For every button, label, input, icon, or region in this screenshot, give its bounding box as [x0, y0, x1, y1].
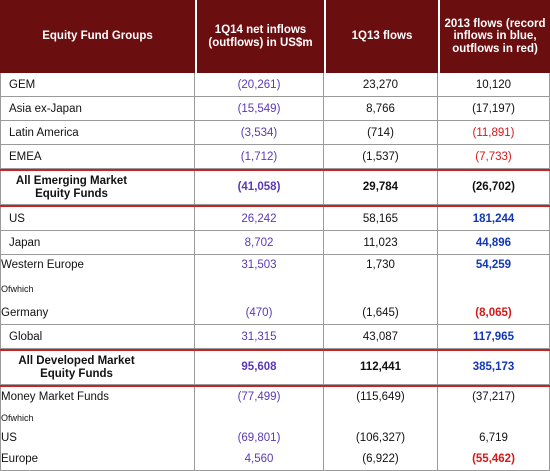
value-1q13: (1,537) [324, 145, 438, 169]
label-money-market-funds: Money Market Funds [1, 391, 110, 403]
value-germany: (1,645) [362, 307, 399, 319]
value-2013: (17,197) [438, 97, 550, 121]
row-label: Latin America [0, 121, 195, 145]
table-row-all-emerging-market: All Emerging Market Equity Funds (41,058… [0, 171, 550, 205]
table-row-us: US 26,242 58,165 181,244 [0, 207, 550, 231]
value-2013: (26,702) [438, 171, 550, 205]
row-label: All Emerging Market Equity Funds [0, 171, 195, 205]
label-us: US [1, 432, 17, 445]
header-1q13-flows: 1Q13 flows [324, 0, 438, 73]
value-1q14: 31,315 [195, 325, 324, 349]
value-2013: 44,896 [438, 231, 550, 255]
value-1q13: 29,784 [324, 171, 438, 205]
row-label: Japan [0, 231, 195, 255]
section-separator [0, 205, 550, 207]
values-1q14: (77,499) (69,801) 4,560 [195, 387, 324, 471]
values-1q13: 1,730 (1,645) [324, 255, 438, 325]
header-2013-flows: 2013 flows (record inflows in blue, outf… [438, 0, 550, 73]
table-row-gem: GEM (20,261) 23,270 10,120 [0, 73, 550, 97]
value-us: 6,719 [479, 432, 508, 445]
value-germany: (8,065) [475, 307, 512, 319]
value-germany: (470) [245, 307, 273, 319]
value-money-market-funds: (37,217) [472, 391, 515, 403]
value-1q14: 95,608 [195, 351, 324, 385]
section-separator [0, 169, 550, 171]
value-money-market-funds: (77,499) [237, 391, 281, 403]
value-western-europe: 1,730 [366, 259, 395, 271]
value-1q13: 23,270 [324, 73, 438, 97]
section-separator [0, 349, 550, 351]
value-1q13: (714) [324, 121, 438, 145]
label-germany: Germany [1, 307, 49, 319]
value-2013: 10,120 [438, 73, 550, 97]
value-western-europe: 31,503 [241, 259, 277, 271]
value-1q14: 8,702 [195, 231, 324, 255]
label-ofwhich: Ofwhich [1, 284, 34, 294]
value-2013: 385,173 [438, 351, 550, 385]
section-separator [0, 385, 550, 387]
value-1q14: 26,242 [195, 207, 324, 231]
table-row-latin-america: Latin America (3,534) (714) (11,891) [0, 121, 550, 145]
table-row-japan: Japan 8,702 11,023 44,896 [0, 231, 550, 255]
row-label-group: Money Market Funds Ofwhich US Europe [0, 387, 195, 471]
table-row-asia-ex-japan: Asia ex-Japan (15,549) 8,766 (17,197) [0, 97, 550, 121]
header-1q14-flows: 1Q14 net inflows (outflows) in US$m [195, 0, 324, 73]
value-1q13: 112,441 [324, 351, 438, 385]
value-us: (69,801) [237, 432, 281, 445]
value-europe: 4,560 [244, 452, 274, 465]
row-label: Global [0, 325, 195, 349]
value-1q14: (20,261) [195, 73, 324, 97]
value-europe: (55,462) [472, 452, 515, 465]
values-2013: (37,217) 6,719 (55,462) [438, 387, 550, 471]
value-2013: (7,733) [438, 145, 550, 169]
label-europe: Europe [1, 452, 39, 465]
row-label: Asia ex-Japan [0, 97, 195, 121]
label-western-europe: Western Europe [1, 259, 84, 271]
value-western-europe: 54,259 [475, 259, 512, 271]
value-europe: (6,922) [362, 452, 399, 465]
label-ofwhich: Ofwhich [1, 412, 34, 423]
values-1q14: 31,503 (470) [195, 255, 324, 325]
table-row-all-developed-market: All Developed Market Equity Funds 95,608… [0, 351, 550, 385]
value-1q14: (41,058) [195, 171, 324, 205]
table-row-emea: EMEA (1,712) (1,537) (7,733) [0, 145, 550, 169]
header-equity-fund-groups: Equity Fund Groups [0, 0, 195, 73]
row-label: EMEA [0, 145, 195, 169]
value-2013: 181,244 [438, 207, 550, 231]
value-1q13: 11,023 [324, 231, 438, 255]
value-2013: 117,965 [438, 325, 550, 349]
row-label: US [0, 207, 195, 231]
table-row-money-market-group: Money Market Funds Ofwhich US Europe (77… [0, 387, 550, 471]
values-1q13: (115,649) (106,327) (6,922) [324, 387, 438, 471]
value-1q14: (3,534) [195, 121, 324, 145]
values-2013: 54,259 (8,065) [438, 255, 550, 325]
value-1q14: (15,549) [195, 97, 324, 121]
value-1q13: 43,087 [324, 325, 438, 349]
value-1q14: (1,712) [195, 145, 324, 169]
value-money-market-funds: (115,649) [356, 391, 405, 403]
table-row-western-europe-group: Western Europe Ofwhich Germany 31,503 (4… [0, 255, 550, 325]
row-label-group: Western Europe Ofwhich Germany [0, 255, 195, 325]
value-us: (106,327) [355, 432, 406, 445]
row-label: All Developed Market Equity Funds [0, 351, 195, 385]
value-1q13: 8,766 [324, 97, 438, 121]
value-2013: (11,891) [438, 121, 550, 145]
value-1q13: 58,165 [324, 207, 438, 231]
table-row-global: Global 31,315 43,087 117,965 [0, 325, 550, 349]
row-label: GEM [0, 73, 195, 97]
